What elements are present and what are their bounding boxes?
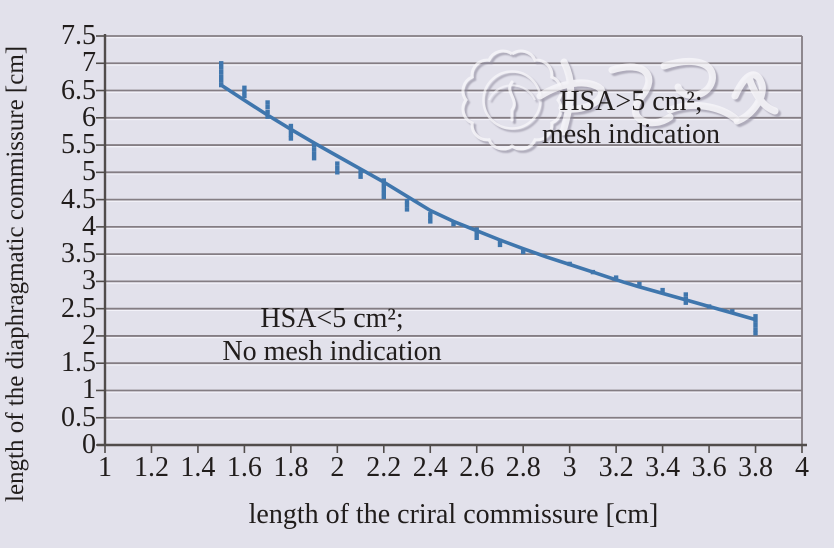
x-tick-label: 3.2: [598, 452, 634, 483]
watermark-calligraphy: [536, 57, 779, 136]
x-tick-label: 1.4: [180, 452, 216, 483]
axis-tick-marks: [96, 35, 803, 453]
y-tick-label: 3.5: [61, 238, 96, 270]
y-tick-label: 4: [82, 210, 96, 242]
x-tick-label: 4: [795, 452, 809, 483]
annotation-no-mesh-indication: HSA<5 cm²; No mesh indication: [194, 302, 470, 368]
trendline-curve: [219, 83, 758, 322]
x-axis-title: length of the criral commissure [cm]: [248, 499, 659, 530]
x-tick-label: 1.2: [133, 452, 169, 483]
annotation-upper-line2: mesh indication: [541, 119, 721, 150]
y-tick-label: 2: [82, 319, 96, 351]
x-tick-label: 3: [562, 452, 577, 483]
y-tick-label: 0.5: [61, 401, 96, 433]
annotation-lower-line2: No mesh indication: [222, 336, 442, 367]
y-tick-label: 0: [82, 429, 96, 460]
annotation-upper-line1: HSA>5 cm²;: [559, 86, 703, 117]
x-tick-label: 1: [98, 452, 112, 483]
axis-frame: [97, 34, 807, 447]
x-tick-label: 1.8: [273, 452, 309, 483]
y-tick-label: 5: [82, 156, 96, 188]
x-tick-label: 2.4: [412, 452, 448, 483]
y-tick-label: 7.5: [61, 20, 96, 51]
y-tick-label: 6.5: [61, 74, 96, 106]
chinese-medical-association-watermark: [461, 49, 779, 151]
scatter-points: [219, 61, 758, 336]
y-tick-label: 2.5: [61, 292, 96, 324]
y-tick-label: 4.5: [61, 183, 96, 215]
y-tick-label: 6: [82, 101, 96, 133]
x-tick-label: 3.4: [645, 452, 681, 483]
x-tick-label: 2: [330, 452, 345, 483]
x-tick-label: 2.6: [459, 452, 495, 483]
y-tick-label: 3: [82, 265, 96, 297]
annotation-mesh-indication: HSA>5 cm²; mesh indication: [500, 85, 762, 151]
x-tick-label: 3.6: [691, 452, 727, 483]
y-tick-label: 1: [82, 374, 96, 406]
y-tick-label: 7: [82, 47, 96, 79]
x-tick-label: 1.6: [226, 452, 262, 483]
medical-seal-icon: [461, 49, 563, 151]
annotation-lower-line1: HSA<5 cm²;: [260, 303, 404, 334]
x-tick-label: 3.8: [738, 452, 774, 483]
y-tick-label: 5.5: [61, 129, 96, 161]
horizontal-gridlines: [105, 35, 802, 421]
y-tick-label: 1.5: [61, 347, 96, 379]
x-tick-label: 2.2: [366, 452, 402, 483]
x-tick-label: 2.8: [505, 452, 541, 483]
